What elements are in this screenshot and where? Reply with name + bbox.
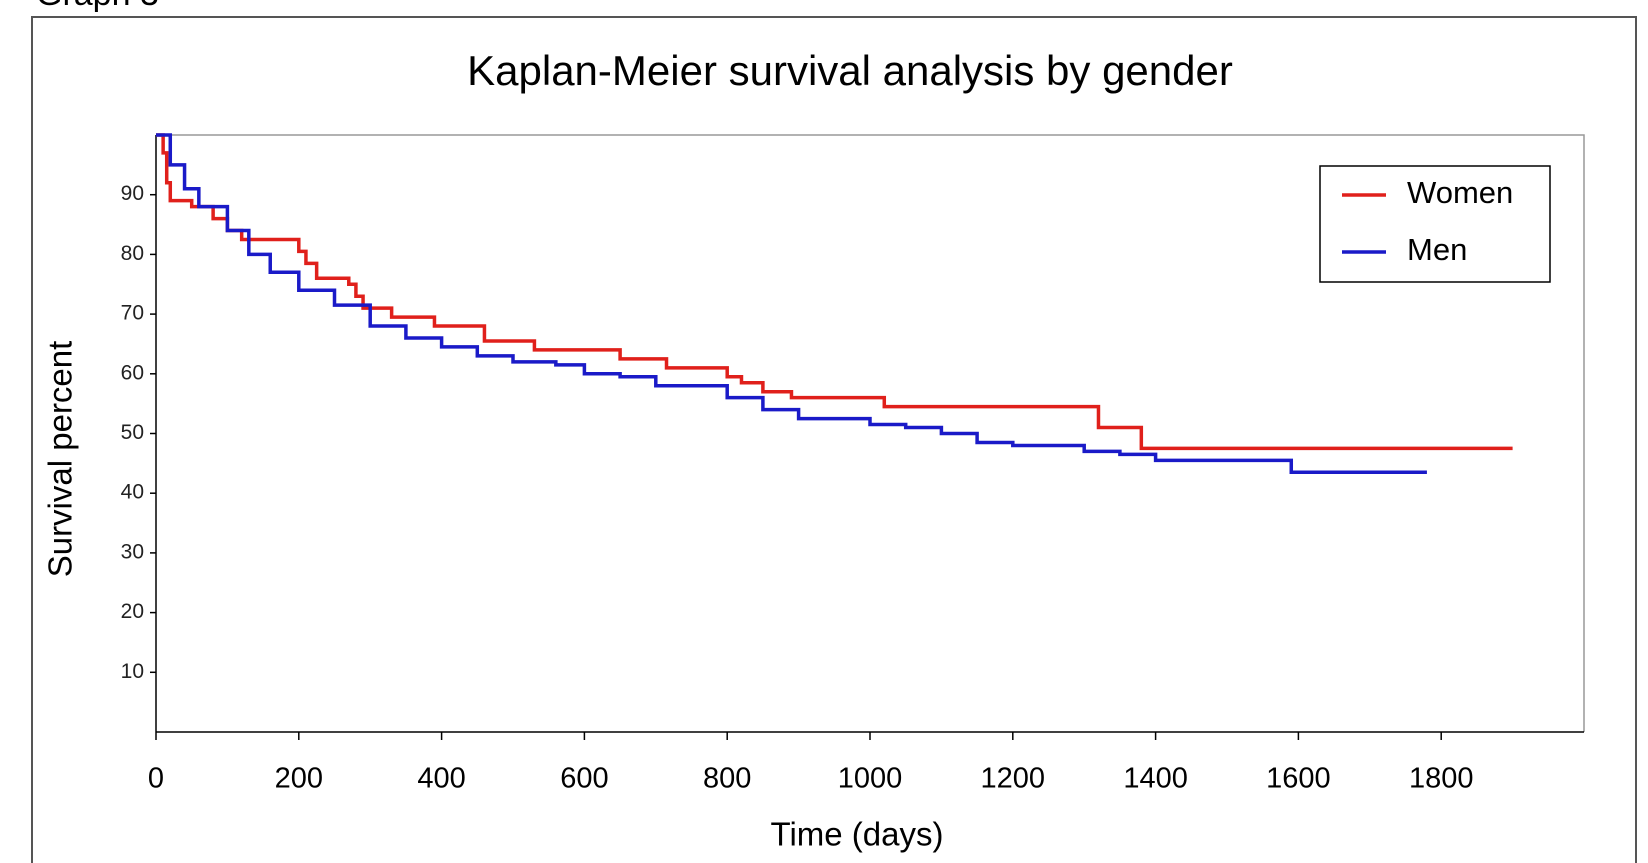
y-tick-label: 40 bbox=[121, 481, 144, 504]
y-tick-label: 50 bbox=[121, 421, 144, 444]
panel-frame bbox=[31, 16, 1637, 863]
page-label: Graph 3 bbox=[36, 0, 159, 13]
y-tick-label: 20 bbox=[121, 600, 144, 623]
legend-label: Women bbox=[1407, 175, 1513, 210]
y-tick-label: 10 bbox=[121, 660, 144, 683]
x-tick-label: 1600 bbox=[1266, 763, 1331, 795]
y-tick-label: 30 bbox=[121, 540, 144, 563]
survival-line bbox=[156, 133, 1427, 475]
x-tick-label: 0 bbox=[148, 763, 164, 795]
y-tick-label: 80 bbox=[121, 242, 144, 265]
y-tick-label: 90 bbox=[121, 182, 144, 205]
y-tick-label: 70 bbox=[121, 302, 144, 325]
chart-title: Kaplan-Meier survival analysis by gender bbox=[467, 47, 1233, 94]
survival-line bbox=[156, 133, 1513, 451]
y-tick-label: 60 bbox=[121, 361, 144, 384]
x-axis-label: Time (days) bbox=[771, 816, 944, 853]
x-tick-label: 600 bbox=[560, 763, 608, 795]
x-tick-label: 1000 bbox=[838, 763, 903, 795]
y-axis-label: Survival percent bbox=[42, 341, 79, 578]
x-tick-label: 1400 bbox=[1123, 763, 1188, 795]
legend-label: Men bbox=[1407, 232, 1467, 267]
x-tick-label: 800 bbox=[703, 763, 751, 795]
legend-box bbox=[1319, 165, 1551, 283]
plot-border bbox=[156, 134, 1585, 732]
x-tick-label: 200 bbox=[275, 763, 323, 795]
x-tick-label: 400 bbox=[417, 763, 465, 795]
x-tick-label: 1200 bbox=[981, 763, 1046, 795]
x-tick-label: 1800 bbox=[1409, 763, 1474, 795]
